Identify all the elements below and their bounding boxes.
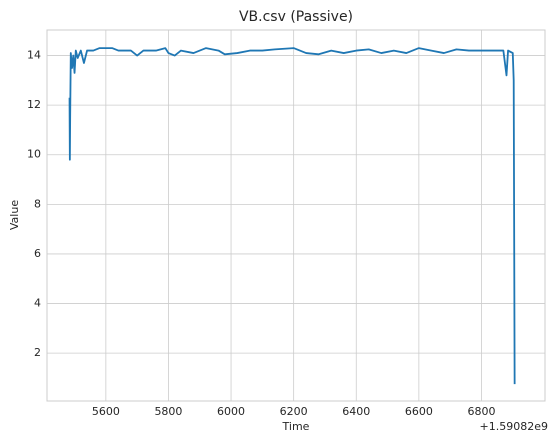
line-series	[68, 47, 516, 385]
y-axis-label: Value	[8, 200, 21, 230]
y-tick-label: 4	[34, 297, 41, 310]
x-tick-label: 6400	[342, 405, 370, 418]
x-tick-label: 6800	[467, 405, 495, 418]
y-tick-label: 12	[27, 98, 41, 111]
y-tick-label: 2	[34, 346, 41, 359]
chart-title: VB.csv (Passive)	[239, 9, 353, 25]
y-tick-label: 6	[34, 247, 41, 260]
y-tick-label: 14	[27, 49, 41, 62]
plot-frame	[46, 29, 546, 402]
x-tick-label: 6200	[280, 405, 308, 418]
x-axis-label: Time	[282, 420, 310, 433]
offset-label: +1.59082e9	[480, 420, 548, 433]
x-tick-label: 5600	[92, 405, 120, 418]
y-tick-label: 10	[27, 148, 41, 161]
y-tick-label: 8	[34, 197, 41, 210]
x-tick-label: 6600	[405, 405, 433, 418]
x-tick-label: 5800	[154, 405, 182, 418]
x-tick-label: 6000	[217, 405, 245, 418]
